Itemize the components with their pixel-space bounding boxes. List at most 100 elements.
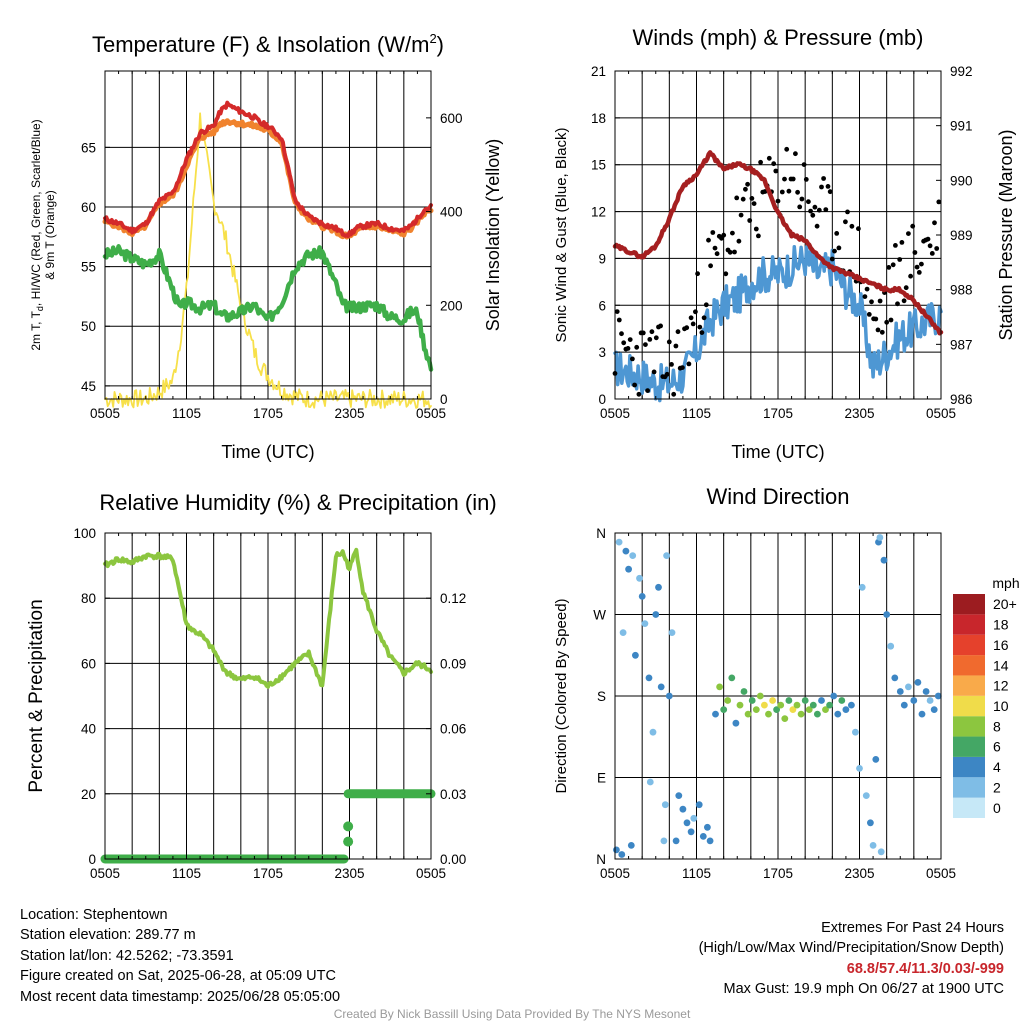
wind-direction-point [926, 697, 934, 704]
gust-point [747, 218, 753, 223]
gust-point [795, 189, 800, 195]
y-right-tick-label: 987 [950, 337, 973, 352]
gust-point [651, 369, 657, 375]
gust-point [753, 226, 759, 232]
y-axis-label: Direction (Colored By Speed) [553, 598, 570, 793]
y-tick-label: N [596, 526, 606, 541]
wind-direction-point [809, 701, 817, 709]
wind-direction-point [883, 611, 891, 618]
wind-direction-point [706, 837, 714, 845]
colorbar-label: 16 [993, 637, 1009, 653]
y-tick-label: 100 [73, 526, 96, 541]
gust-point [786, 188, 792, 194]
gust-point [799, 196, 805, 202]
wind-direction-point [887, 642, 895, 650]
station-pressure-line [612, 150, 944, 336]
chart-title: Winds (mph) & Pressure (mb) [633, 25, 924, 50]
y-tick-label: 0 [88, 852, 96, 867]
wind-direction-point [862, 792, 870, 799]
wind-direction-point [930, 706, 938, 713]
colorbar-label: 4 [993, 759, 1001, 775]
wind-direction-point [777, 701, 785, 709]
gust-point [701, 315, 707, 321]
gust-point [901, 298, 907, 304]
gust-point [699, 330, 705, 335]
gust-point [906, 231, 911, 237]
wind-direction-point [785, 697, 793, 704]
colorbar-swatch [953, 634, 985, 656]
gust-point [751, 201, 757, 207]
gust-point [884, 319, 890, 325]
wind-direction-point [872, 756, 880, 763]
colorbar-swatch [953, 797, 985, 818]
gust-point [743, 186, 748, 192]
wind-direction-point [646, 778, 654, 786]
wind-direction-point [632, 651, 639, 659]
extremes-subtitle: (High/Low/Max Wind/Precipitation/Snow De… [698, 940, 1004, 957]
y-right-tick-label: 0.03 [440, 787, 466, 802]
y-axis-label: 2m T, Td, HI/WC (Red, Green, Scarlet/Blu… [29, 119, 45, 350]
gust-point [673, 343, 679, 349]
wind-direction-point [704, 823, 711, 831]
y-tick-label: 15 [591, 158, 606, 173]
gust-point [912, 250, 918, 255]
y-right-tick-label: 992 [950, 64, 973, 79]
gust-point [790, 176, 796, 182]
gust-point [721, 232, 727, 238]
gust-point [627, 337, 633, 342]
y-tick-label: E [597, 771, 606, 786]
gust-point [693, 309, 698, 315]
wind-direction-point [773, 706, 780, 713]
y-right-tick-label: 0.00 [440, 852, 466, 867]
gust-point [645, 388, 650, 393]
gust-point [899, 240, 905, 245]
wind-direction-point [732, 719, 740, 727]
wind-direction-point [801, 697, 809, 704]
y-right-tick-label: 986 [950, 392, 973, 407]
y-tick-label: 12 [591, 205, 606, 220]
x-tick-label: 1705 [763, 866, 793, 881]
wind-direction-point [814, 710, 821, 718]
gust-point [782, 176, 787, 182]
wind-direction-point [769, 697, 776, 704]
gust-point [821, 176, 826, 181]
gust-point [669, 362, 674, 367]
wind-direction-point [690, 814, 698, 822]
gust-point [634, 344, 640, 350]
wind-direction-point [793, 701, 801, 709]
gust-point [730, 230, 735, 236]
gust-point [897, 257, 903, 262]
colorbar-label: 10 [993, 698, 1009, 714]
gust-point [836, 245, 842, 251]
y-tick-label: 6 [598, 298, 606, 313]
y-tick-label: 80 [81, 591, 96, 606]
extremes-title: Extremes For Past 24 Hours [821, 920, 1004, 936]
y-tick-label: 55 [81, 260, 96, 275]
y-axis-label: Sonic Wind & Gust (Blue, Black) [553, 127, 570, 342]
y-tick-label: S [597, 689, 606, 704]
gust-point [864, 286, 870, 292]
wind-direction-point [869, 842, 877, 849]
wind-direction-point [687, 828, 695, 836]
y-right-tick-label: 989 [950, 228, 973, 243]
extremes-values: 68.8/57.4/11.3/0.03/-999 [846, 960, 1004, 977]
gust-point [797, 204, 803, 210]
x-tick-label: 0505 [926, 866, 956, 881]
recent-data-text: Most recent data timestamp: 2025/06/28 0… [20, 988, 341, 1005]
chart-title: Wind Direction [706, 484, 849, 509]
gust-point [936, 199, 942, 205]
gust-point [697, 324, 703, 330]
y-right-tick-label: 0 [440, 392, 448, 407]
y-right-tick-label: 0.09 [440, 656, 466, 671]
wind-direction-point [922, 688, 930, 695]
gust-point [806, 199, 811, 205]
colorbar-swatch [953, 736, 985, 757]
gust-point [756, 233, 761, 239]
wind-direction-point [618, 851, 626, 858]
wind-direction-point [834, 710, 842, 718]
wind-direction-point [672, 837, 680, 845]
y-right-tick-label: 990 [950, 173, 973, 188]
gust-point [738, 212, 744, 218]
wind-direction-point [842, 706, 850, 713]
gust-point [632, 382, 637, 388]
